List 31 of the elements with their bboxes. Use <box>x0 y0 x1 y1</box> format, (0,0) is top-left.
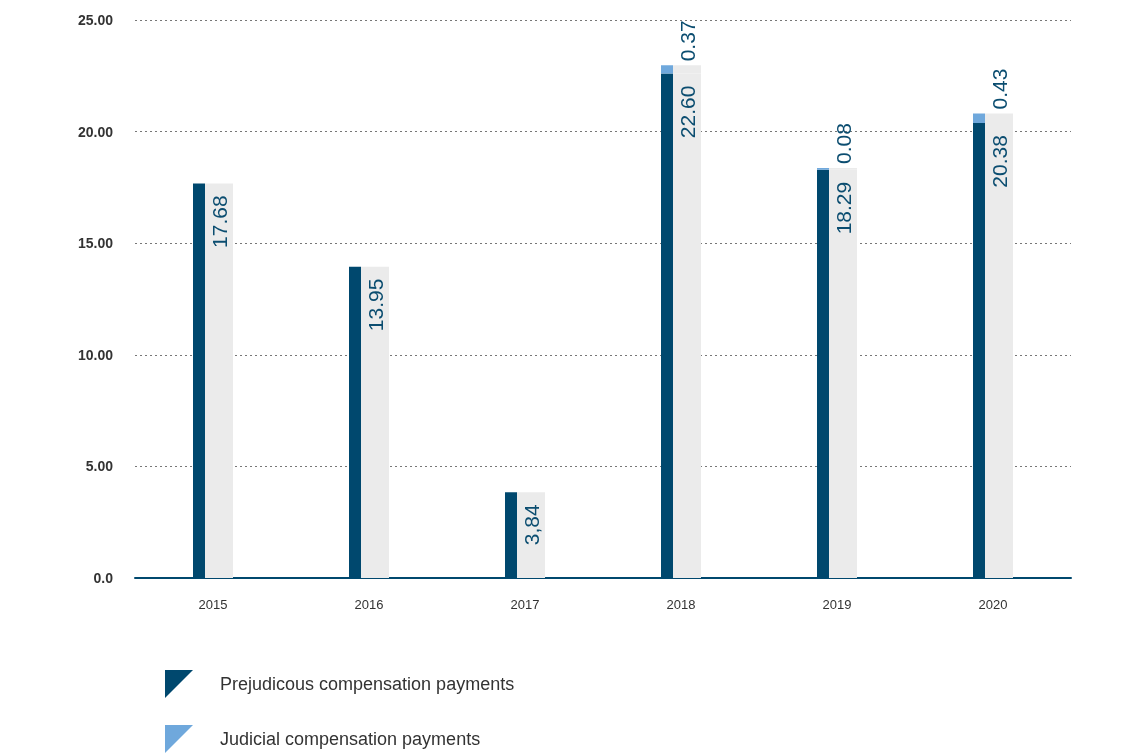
bar <box>973 113 1013 124</box>
x-tick-label: 2017 <box>510 597 540 612</box>
data-label: 0.43 <box>988 68 1011 110</box>
data-label: 18.29 <box>832 181 855 235</box>
y-tick-label: 20.00 <box>77 123 114 140</box>
data-label: 22.60 <box>676 85 699 139</box>
bar <box>973 123 1013 578</box>
x-tick-label: 2016 <box>354 597 384 612</box>
bar <box>661 65 701 74</box>
x-tick-label: 2015 <box>198 597 228 612</box>
y-tick-label: 25.00 <box>77 12 114 28</box>
data-label: 3,84 <box>520 503 543 546</box>
data-label: 0.37 <box>676 20 699 62</box>
legend-label: Judicial compensation payments <box>220 729 481 749</box>
legend-label: Prejudicous compensation payments <box>220 674 515 694</box>
data-label: 0.08 <box>832 123 855 164</box>
bar <box>817 169 857 578</box>
data-label: 17.68 <box>208 195 231 248</box>
bar <box>661 73 701 578</box>
x-tick-label: 2018 <box>666 597 696 612</box>
bar <box>505 492 545 578</box>
x-tick-label: 2020 <box>978 597 1008 612</box>
data-label: 13.95 <box>364 278 387 332</box>
bar <box>349 266 389 578</box>
bar <box>193 183 233 578</box>
y-tick-label: 10.00 <box>77 346 114 363</box>
y-tick-label: 15.00 <box>77 235 114 252</box>
y-tick-label: 5.00 <box>85 458 114 475</box>
y-tick-label: 0.0 <box>93 570 114 586</box>
data-label: 20.38 <box>988 135 1011 188</box>
x-tick-label: 2019 <box>822 597 852 612</box>
